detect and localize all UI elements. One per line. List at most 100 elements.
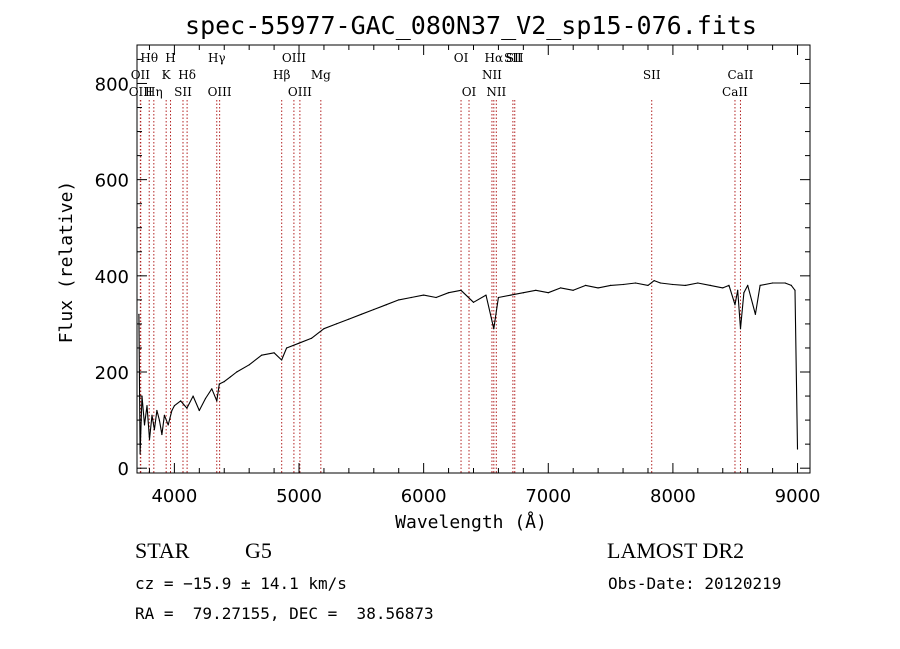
data-point — [211, 388, 213, 390]
data-point — [796, 448, 799, 450]
data-point — [739, 328, 742, 330]
data-point — [460, 289, 462, 291]
data-point — [373, 308, 375, 311]
spectrum-series — [138, 280, 799, 455]
spectral-line-markers: OII OIII Hθ Hη KH SII Hδ Hγ OIII Hβ OIII OIII Mg OI OI… — [129, 51, 754, 473]
data-point — [281, 359, 283, 361]
y-tick-label: 600 — [95, 171, 129, 192]
data-point — [435, 296, 437, 299]
data-point — [722, 287, 724, 289]
data-point — [653, 280, 655, 282]
axis-ticks: 4000 5000 6000 7000 8000 9000 0 200 400 600 800 — [95, 45, 820, 507]
data-point — [218, 383, 220, 385]
data-point — [622, 283, 624, 286]
data-point — [737, 289, 739, 291]
data-point — [161, 433, 163, 436]
data-point — [248, 364, 250, 366]
y-tick-label: 200 — [95, 363, 129, 384]
data-point — [204, 397, 207, 400]
data-point — [236, 371, 238, 373]
data-point — [171, 409, 173, 412]
y-tick-label: 0 — [118, 459, 129, 480]
data-point — [560, 287, 562, 289]
data-point — [597, 287, 599, 289]
data-point — [610, 284, 612, 286]
line-marker-label: SII — [174, 85, 192, 99]
line-marker-label: NII — [482, 68, 502, 82]
data-point — [261, 354, 263, 356]
data-point — [167, 424, 169, 426]
data-point — [784, 282, 786, 284]
y-axis-label: Flux (relative) — [56, 181, 77, 344]
data-point — [510, 294, 512, 296]
data-point — [747, 284, 749, 286]
data-point — [398, 299, 400, 301]
redshift-text: cz = −15.9 ± 14.1 km/s — [135, 574, 347, 593]
data-point — [180, 400, 182, 402]
line-marker-label: Hγ — [208, 51, 226, 65]
coordinates-text: RA = 79.27155, DEC = 38.56873 — [135, 604, 434, 623]
data-point — [143, 424, 146, 426]
line-marker-label: Hη — [145, 85, 163, 99]
line-marker-label: OIII — [288, 85, 312, 99]
x-axis-label: Wavelength (Å) — [395, 511, 547, 533]
data-point — [335, 323, 337, 325]
data-point — [286, 347, 288, 349]
data-point — [229, 376, 232, 378]
x-tick-label: 8000 — [650, 486, 696, 507]
data-point — [493, 328, 495, 330]
data-point — [192, 395, 194, 397]
data-point — [772, 282, 774, 284]
x-tick-label: 4000 — [151, 486, 197, 507]
line-marker-label: SII — [506, 51, 524, 65]
line-marker-label: K — [162, 68, 172, 82]
data-point — [585, 284, 587, 286]
data-point — [709, 284, 711, 286]
line-marker-label: CaII — [722, 85, 748, 99]
y-tick-label: 800 — [95, 74, 129, 95]
data-point — [634, 282, 637, 284]
data-point — [759, 284, 761, 286]
data-point — [734, 304, 736, 306]
data-point — [743, 292, 745, 294]
data-point — [572, 289, 574, 291]
object-subclass: G5 — [245, 538, 272, 563]
data-point — [153, 429, 155, 431]
data-point — [385, 304, 387, 306]
line-marker-label: OIII — [129, 85, 153, 99]
data-point — [472, 301, 475, 303]
obs-date-text: Obs-Date: 20120219 — [608, 574, 782, 593]
data-point — [156, 409, 158, 412]
data-point — [485, 294, 487, 296]
line-marker-label: Hβ — [273, 68, 290, 82]
line-marker-label: OI — [462, 85, 477, 99]
data-point — [448, 292, 450, 294]
line-marker-label: Mg — [311, 68, 331, 82]
x-tick-label: 7000 — [525, 486, 571, 507]
data-point — [697, 282, 699, 284]
data-point — [497, 296, 499, 299]
data-point — [360, 313, 362, 315]
data-point — [158, 419, 160, 421]
data-point — [173, 405, 175, 407]
data-point — [273, 352, 275, 354]
line-marker-label: OIII — [282, 51, 306, 65]
data-point — [163, 414, 165, 416]
line-marker-label: Hθ — [140, 51, 158, 65]
data-point — [647, 284, 649, 286]
object-class: STAR — [135, 538, 190, 563]
data-point — [535, 289, 537, 291]
data-point — [186, 407, 188, 409]
data-point — [672, 283, 674, 286]
data-point — [790, 284, 792, 286]
data-point — [522, 292, 525, 294]
y-tick-label: 400 — [95, 267, 129, 288]
data-point — [659, 282, 662, 284]
line-marker-label: H — [165, 51, 175, 65]
line-marker-label: NII — [486, 85, 506, 99]
x-tick-label: 5000 — [276, 486, 322, 507]
line-marker-label: SII — [504, 51, 522, 65]
survey-label: LAMOST DR2 — [607, 538, 745, 563]
line-marker-label: SII — [643, 68, 661, 82]
